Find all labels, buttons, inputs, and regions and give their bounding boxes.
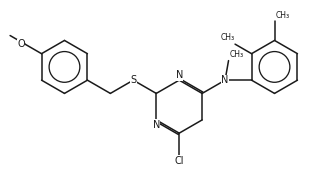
Text: S: S: [130, 75, 136, 85]
Text: Cl: Cl: [174, 156, 184, 166]
Text: O: O: [17, 39, 25, 49]
Text: N: N: [176, 70, 183, 80]
Text: CH₃: CH₃: [275, 11, 289, 20]
Text: N: N: [221, 75, 229, 85]
Text: CH₃: CH₃: [220, 33, 234, 42]
Text: CH₃: CH₃: [229, 50, 243, 59]
Text: N: N: [153, 120, 160, 130]
